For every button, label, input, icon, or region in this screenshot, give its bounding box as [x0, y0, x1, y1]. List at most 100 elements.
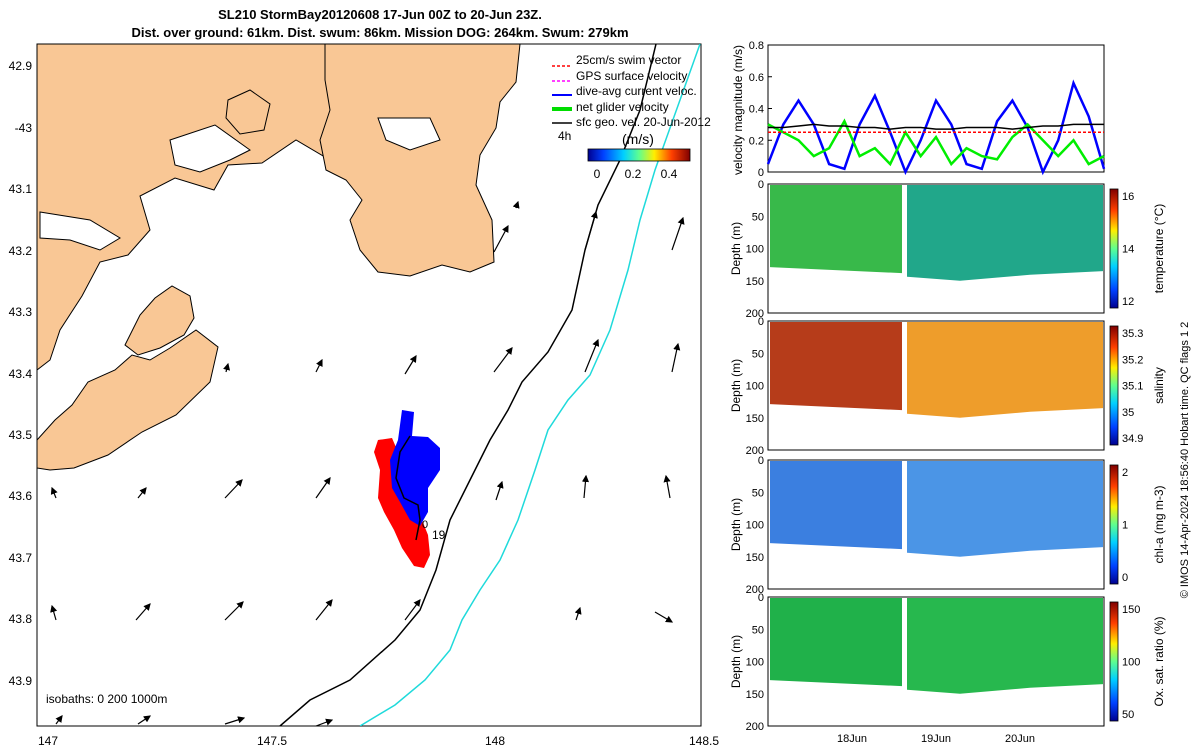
- depth-tick: 50: [752, 487, 764, 499]
- heatmap-block-right: [907, 461, 1103, 557]
- water-inlet-2: [39, 211, 121, 251]
- velocity-chart: 0 0.2 0.4 0.6 0.8 velocity magnitude (m/s): [731, 40, 1106, 179]
- velocity-y-tick: 0.8: [749, 40, 764, 52]
- depth-tick: 0: [758, 316, 764, 328]
- depth-tick: 50: [752, 624, 764, 636]
- lat-tick: 42.9: [9, 59, 33, 73]
- heatmap-panel: 0 50 100 150 200 Depth (m) 50 100 150 Ox. sat. ra…: [729, 592, 1166, 733]
- map-lon-axis: 147 147.5 148 148.5: [38, 734, 719, 748]
- lat-tick: 43.5: [9, 428, 33, 442]
- land-north-east: [319, 44, 521, 277]
- lat-tick: 43.7: [9, 551, 33, 565]
- heatmap-block-right: [907, 322, 1103, 418]
- heatmap-colorbar-tick: 34.9: [1122, 433, 1143, 445]
- copyright-text: © IMOS 14-Apr-2024 18:56:40 Hobart time.…: [1179, 322, 1191, 599]
- heatmap-block-right: [907, 185, 1103, 281]
- heatmap-block-right: [907, 598, 1103, 694]
- heatmap-ylabel: Depth (m): [729, 222, 743, 275]
- isobath-1000: [359, 44, 701, 726]
- velocity-ylabel: velocity magnitude (m/s): [731, 45, 745, 175]
- heatmap-block-left: [770, 185, 902, 274]
- velocity-y-tick: 0.6: [749, 72, 764, 84]
- heatmap-panel: 0 50 100 150 200 Depth (m) 12 14 16 temperature (…: [729, 179, 1166, 320]
- map-colorbar-tick: 0.2: [625, 167, 642, 181]
- lon-tick: 147.5: [257, 734, 287, 748]
- figure-title-line2: Dist. over ground: 61km. Dist. swum: 86k…: [131, 25, 629, 40]
- heatmap-block-left: [770, 322, 902, 411]
- map-annotation-19: 19: [432, 528, 446, 542]
- heatmap-panel: 0 50 100 150 200 Depth (m) 0 1 2 chl-a (mg m-3): [729, 455, 1166, 596]
- legend-item: sfc geo. vel. 20-Jun-2012: [576, 115, 711, 129]
- velocity-y-tick: 0: [758, 167, 764, 179]
- legend-item: 25cm/s swim vector: [576, 53, 681, 67]
- isobath-200: [279, 44, 657, 726]
- heatmap-colorbar-tick: 0: [1122, 572, 1128, 584]
- legend-item: dive-avg current veloc.: [576, 84, 697, 98]
- heatmap-block-left: [770, 598, 902, 687]
- heatmap-ylabel: Depth (m): [729, 498, 743, 551]
- depth-tick: 50: [752, 211, 764, 223]
- lat-tick: 43.4: [9, 367, 33, 381]
- lat-tick: 43.6: [9, 489, 33, 503]
- depth-tick: 50: [752, 348, 764, 360]
- isobaths-label: isobaths: 0 200 1000m: [46, 692, 167, 706]
- map-colorbar: (m/s) 0 0.2 0.4: [587, 131, 691, 181]
- velocity-y-tick: 0.4: [749, 104, 764, 116]
- depth-tick: 200: [746, 584, 764, 596]
- heatmap-colorbar-tick: 1: [1122, 520, 1128, 532]
- map-colorbar-tick: 0.4: [661, 167, 678, 181]
- depth-tick: 100: [746, 520, 764, 532]
- depth-tick: 150: [746, 413, 764, 425]
- heatmap-colorbar-label: temperature (°C): [1152, 204, 1166, 294]
- legend-item: GPS surface velocity: [576, 69, 687, 83]
- heatmap-colorbar: [1109, 188, 1119, 309]
- heatmap-colorbar: [1109, 464, 1119, 585]
- velocity-y-ticks: 0 0.2 0.4 0.6 0.8: [749, 40, 772, 179]
- land-bruny-north: [124, 285, 195, 356]
- lat-tick: 43.1: [9, 182, 33, 196]
- depth-tick: 200: [746, 445, 764, 457]
- lat-tick: 43.8: [9, 612, 33, 626]
- map-lat-axis: 42.9 -43 43.1 43.2 43.3 43.4 43.5 43.6 4…: [9, 59, 33, 688]
- depth-tick: 100: [746, 381, 764, 393]
- heatmap-colorbar-tick: 150: [1122, 604, 1140, 616]
- lat-tick: 43.2: [9, 244, 33, 258]
- depth-tick: 0: [758, 179, 764, 191]
- lon-tick: 148.5: [689, 734, 719, 748]
- track-black: [395, 435, 421, 541]
- lon-tick: 147: [38, 734, 58, 748]
- lat-tick: 43.3: [9, 305, 33, 319]
- depth-tick: 200: [746, 308, 764, 320]
- time-tick: 19Jun: [921, 733, 951, 745]
- depth-tick: 100: [746, 244, 764, 256]
- map-panel: 0 19 isobaths: 0 200 1000m 25cm/s swim v…: [9, 43, 719, 748]
- surface-velocity-arrows: [50, 200, 685, 726]
- track-blue: [390, 410, 440, 526]
- heatmap-colorbar-tick: 35.2: [1122, 354, 1143, 366]
- heatmap-colorbar-tick: 35.3: [1122, 328, 1143, 340]
- heatmap-colorbar: [1109, 325, 1119, 446]
- water-inlet: [169, 124, 251, 173]
- map-annotation-0: 0: [422, 519, 428, 531]
- time-tick: 20Jun: [1005, 733, 1035, 745]
- heatmap-panel: 0 50 100 150 200 Depth (m) 34.9 35 35.1 35.2 35.3 s…: [729, 316, 1166, 457]
- lat-tick: 43.9: [9, 674, 33, 688]
- map-colorbar-tick: 0: [594, 167, 601, 181]
- velocity-series-line: [768, 123, 1104, 130]
- depth-tick: 150: [746, 552, 764, 564]
- depth-tick: 200: [746, 721, 764, 733]
- heatmap-colorbar-tick: 2: [1122, 467, 1128, 479]
- legend-item: net glider velocity: [576, 100, 669, 114]
- heatmap-block-left: [770, 461, 902, 550]
- heatmap-colorbar-tick: 35.1: [1122, 381, 1143, 393]
- land-west-peninsula: [37, 329, 219, 471]
- heatmap-ylabel: Depth (m): [729, 635, 743, 688]
- heatmap-colorbar-label: salinity: [1152, 367, 1166, 404]
- heatmap-ylabel: Depth (m): [729, 359, 743, 412]
- lon-tick: 148: [485, 734, 505, 748]
- depth-tick: 100: [746, 657, 764, 669]
- heatmap-colorbar-label: Ox. sat. ratio (%): [1152, 616, 1166, 706]
- depth-tick: 150: [746, 689, 764, 701]
